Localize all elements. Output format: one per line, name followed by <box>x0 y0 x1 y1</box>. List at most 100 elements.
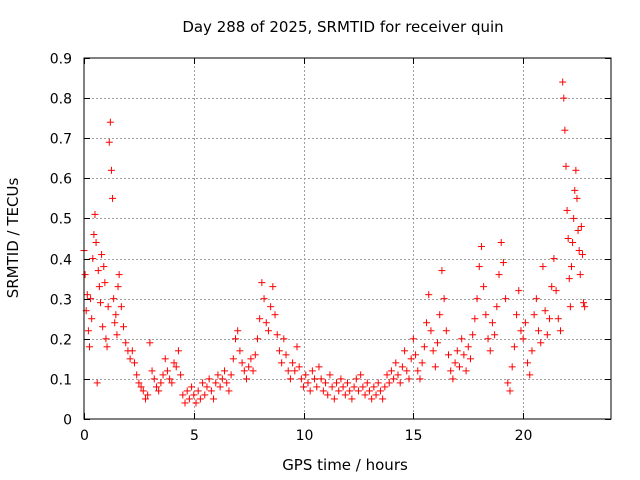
data-point <box>567 263 575 271</box>
data-point <box>280 335 288 343</box>
data-point <box>223 379 231 387</box>
data-point <box>91 210 99 218</box>
data-point <box>271 311 279 319</box>
data-point <box>238 359 246 367</box>
data-point <box>578 251 586 259</box>
data-point <box>541 307 549 315</box>
data-point <box>333 379 341 387</box>
data-point <box>517 327 525 335</box>
data-point <box>418 359 426 367</box>
data-point <box>420 343 428 351</box>
data-point <box>365 387 373 395</box>
data-point <box>562 162 570 170</box>
y-tick-label: 0.5 <box>50 212 72 228</box>
data-point <box>427 327 435 335</box>
data-point <box>464 343 472 351</box>
data-point <box>131 359 139 367</box>
data-point <box>221 367 229 375</box>
data-point <box>436 311 444 319</box>
data-point <box>306 387 314 395</box>
data-point <box>181 399 189 407</box>
data-point <box>434 339 442 347</box>
data-point <box>100 263 108 271</box>
data-point <box>207 387 215 395</box>
data-point <box>249 367 257 375</box>
data-point <box>341 391 349 399</box>
data-point <box>539 263 547 271</box>
data-point <box>245 363 253 371</box>
x-tick-label: 15 <box>405 428 423 444</box>
data-point <box>372 391 380 399</box>
data-point <box>144 391 152 399</box>
data-point <box>403 367 411 375</box>
tick-labels: 0 5 10 15 20 0 0.1 0.2 0.3 0.4 0.5 0.6 0.7 0.8 0.9 <box>50 52 533 445</box>
data-point <box>157 379 165 387</box>
grid <box>84 58 611 419</box>
data-point <box>458 335 466 343</box>
data-point <box>570 214 578 222</box>
data-point <box>486 347 494 355</box>
data-point <box>569 239 577 247</box>
data-point <box>506 387 514 395</box>
data-point <box>141 395 149 403</box>
data-point <box>194 387 202 395</box>
data-point <box>179 391 187 399</box>
data-point <box>90 230 98 238</box>
data-point <box>330 395 338 403</box>
data-point <box>166 375 174 383</box>
data-points <box>80 78 589 407</box>
data-point <box>346 387 354 395</box>
data-point <box>407 355 415 363</box>
data-point <box>374 379 382 387</box>
x-tick-label: 10 <box>296 428 314 444</box>
data-point <box>205 375 213 383</box>
data-point <box>172 363 180 371</box>
data-point <box>324 391 332 399</box>
data-point <box>304 379 312 387</box>
data-point <box>482 311 490 319</box>
data-point <box>513 311 521 319</box>
data-point <box>240 367 248 375</box>
data-point <box>497 239 505 247</box>
data-point <box>94 267 102 275</box>
data-point <box>581 303 589 311</box>
data-point <box>300 383 308 391</box>
data-point <box>484 335 492 343</box>
data-point <box>521 319 529 327</box>
data-point <box>203 383 211 391</box>
data-point <box>289 359 297 367</box>
data-point <box>232 335 240 343</box>
data-point <box>453 347 461 355</box>
data-point <box>462 367 470 375</box>
data-point <box>394 371 402 379</box>
data-point <box>473 295 481 303</box>
data-point <box>163 367 171 375</box>
data-point <box>335 387 343 395</box>
x-axis-label: GPS time / hours <box>282 456 408 474</box>
data-point <box>339 383 347 391</box>
data-point <box>552 287 560 295</box>
data-point <box>499 259 507 267</box>
data-point <box>297 375 305 383</box>
data-point <box>368 395 376 403</box>
data-point <box>242 375 250 383</box>
data-point <box>106 118 114 126</box>
data-point <box>546 315 554 323</box>
data-point <box>526 371 534 379</box>
y-tick-label: 0.4 <box>50 253 72 269</box>
data-point <box>105 138 113 146</box>
data-point <box>396 379 404 387</box>
data-point <box>317 375 325 383</box>
data-point <box>87 295 95 303</box>
plot-frame <box>83 57 612 420</box>
data-point <box>466 355 474 363</box>
data-point <box>326 371 334 379</box>
y-tick-label: 0.9 <box>50 52 72 68</box>
data-point <box>168 379 176 387</box>
data-point <box>174 347 182 355</box>
data-point <box>560 94 568 102</box>
data-point <box>401 347 409 355</box>
data-point <box>348 395 356 403</box>
data-point <box>95 283 103 291</box>
